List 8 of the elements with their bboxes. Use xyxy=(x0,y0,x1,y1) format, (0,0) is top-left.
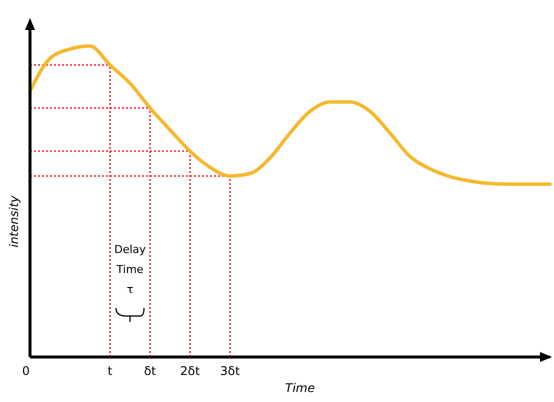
y-axis-title: intensity xyxy=(7,194,21,248)
x-tick-label: 3δt xyxy=(220,364,240,378)
annotation: Delay Time τ xyxy=(114,243,146,296)
x-tick-label: t xyxy=(108,364,113,378)
x-tick-label: 0 xyxy=(22,364,30,378)
x-tick-label: δt xyxy=(144,364,156,378)
x-tick-label: 2δt xyxy=(180,364,200,378)
x-axis-title: Time xyxy=(285,381,315,395)
